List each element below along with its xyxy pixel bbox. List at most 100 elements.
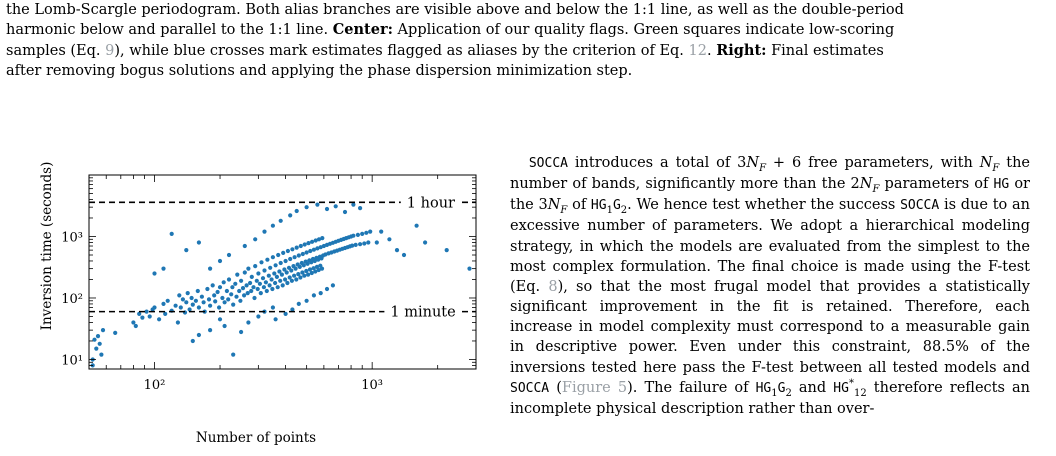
data-point <box>113 330 118 335</box>
data-point <box>221 280 226 285</box>
data-point <box>285 280 290 286</box>
data-point <box>318 245 323 250</box>
data-point <box>185 291 190 296</box>
data-point <box>305 261 310 266</box>
data-point <box>265 257 270 262</box>
data-point <box>289 268 294 273</box>
data-point <box>268 265 273 270</box>
eq-8-link[interactable]: 8 <box>548 278 558 295</box>
body-t34: and <box>791 379 834 396</box>
eq-12-link[interactable]: 12 <box>688 42 707 59</box>
axis-ticks: 10² 10³ 10¹ 10² 10³ <box>61 174 477 393</box>
data-point <box>226 297 231 302</box>
body-t29: ). The failure of <box>627 379 756 396</box>
data-point <box>242 293 247 298</box>
data-point <box>313 269 318 274</box>
caption-line-1: the Lomb-Scargle periodogram. Both alias… <box>6 2 904 18</box>
body-paragraph: SOCCA introduces a total of 3NF + 6 free… <box>510 153 1030 419</box>
data-point <box>240 286 246 291</box>
data-point <box>230 285 235 290</box>
data-point <box>180 297 185 302</box>
data-point <box>205 286 210 292</box>
data-point <box>269 277 274 282</box>
figure-5-link[interactable]: Figure 5 <box>561 379 628 396</box>
data-point <box>394 248 400 253</box>
data-point <box>253 264 258 269</box>
data-point <box>254 278 259 283</box>
data-point <box>312 258 317 264</box>
data-point <box>246 266 251 271</box>
math-sub-f-1: F <box>759 162 767 174</box>
caption-line-2: harmonic below and parallel to the 1:1 l… <box>6 22 329 39</box>
eq-9-link[interactable]: 9 <box>105 42 115 59</box>
data-point <box>304 205 309 210</box>
data-point <box>270 305 275 310</box>
data-point <box>195 288 200 294</box>
caption-center-text: Application of our quality flags. Green … <box>392 22 895 39</box>
data-point <box>283 277 288 282</box>
data-point <box>256 271 261 276</box>
hg1g2-sub-4: 2 <box>785 387 792 399</box>
data-point <box>262 229 267 234</box>
data-point <box>217 305 222 310</box>
data-point <box>252 295 257 301</box>
data-point <box>184 300 189 305</box>
hg1g2-model-2a: HG <box>755 380 772 396</box>
data-point <box>256 314 261 319</box>
data-point <box>161 266 166 271</box>
data-point <box>301 263 306 268</box>
data-point <box>309 270 314 276</box>
data-point <box>234 294 239 299</box>
data-point <box>169 231 174 236</box>
body-t13: or the 3 <box>510 176 1030 214</box>
math-nf-3: N <box>859 176 873 193</box>
data-point <box>249 274 254 279</box>
socca-3: SOCCA <box>510 380 550 396</box>
x-tick-label: 10² <box>144 378 166 393</box>
body-t8: the number of bands, significantly more … <box>510 155 1031 193</box>
data-point <box>140 315 145 320</box>
scatter-figure: 1 hour 1 minute 10² 10³ 10¹ 10² 10³ Number of… <box>0 150 480 452</box>
data-point <box>279 272 284 277</box>
data-point <box>199 294 204 299</box>
data-point <box>311 266 316 271</box>
caption-line-4: after removing bogus solutions and apply… <box>6 62 633 79</box>
y-tick-label: 10² <box>61 292 83 307</box>
data-point <box>302 242 307 247</box>
body-t25: ), so that the most frugal model that pr… <box>510 278 1031 376</box>
data-point <box>358 206 363 211</box>
socca-2: SOCCA <box>900 198 940 214</box>
data-point <box>288 256 293 262</box>
data-point <box>215 289 220 295</box>
hg1g2-sub-3: 1 <box>771 387 778 399</box>
data-point <box>131 320 136 325</box>
data-point <box>309 260 314 265</box>
points-layer <box>90 202 472 368</box>
data-point <box>196 240 201 245</box>
data-point <box>300 251 305 257</box>
data-point <box>274 274 279 279</box>
body-t23: is due to an excessive number of paramet… <box>510 197 1030 295</box>
scatter-chart: 1 hour 1 minute 10² 10³ 10¹ 10² 10³ Number of… <box>39 162 477 446</box>
data-point <box>284 270 289 275</box>
math-nf-2: N <box>979 155 993 171</box>
data-point <box>290 247 295 252</box>
data-point <box>94 346 99 351</box>
data-point <box>362 241 367 246</box>
data-point <box>316 237 322 242</box>
data-point <box>290 307 295 312</box>
data-point <box>304 250 309 255</box>
data-point <box>342 209 348 215</box>
data-point <box>288 213 293 218</box>
data-point <box>285 248 290 254</box>
data-point <box>178 305 183 310</box>
data-point <box>314 264 320 269</box>
data-point <box>196 332 201 338</box>
axes-frame <box>88 174 477 370</box>
data-point <box>157 317 162 322</box>
data-point <box>304 298 309 303</box>
data-point <box>92 337 97 342</box>
data-point <box>273 263 278 268</box>
data-point <box>296 272 301 277</box>
data-point <box>233 281 238 286</box>
